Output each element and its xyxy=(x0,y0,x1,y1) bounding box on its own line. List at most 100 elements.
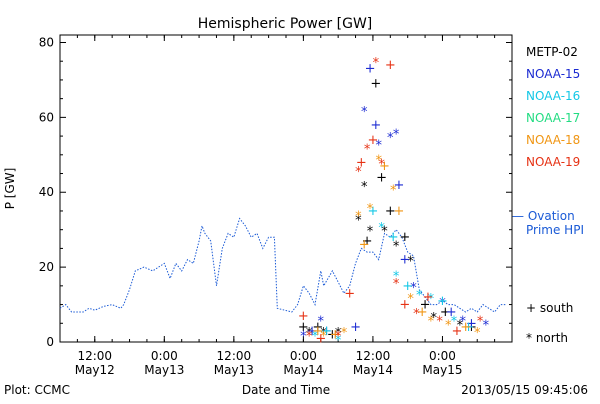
south-marker: + xyxy=(365,62,376,77)
north-marker: * xyxy=(451,315,458,330)
north-marker: * xyxy=(375,154,382,169)
north-marker: * xyxy=(428,315,435,330)
legend-entry: NOAA-18 xyxy=(526,133,580,147)
north-marker: * xyxy=(413,307,420,322)
ovation-series xyxy=(59,217,507,313)
north-marker: * xyxy=(483,318,490,333)
south-marker: + xyxy=(399,298,410,313)
y-tick-label: 60 xyxy=(39,110,54,124)
south-marker: + xyxy=(388,230,399,245)
plot-credit: Plot: CCMC xyxy=(4,383,70,397)
south-marker: + xyxy=(402,279,413,294)
south-marker: + xyxy=(423,290,434,305)
legend-ovation-cont: Prime HPI xyxy=(526,223,584,237)
north-marker: * xyxy=(306,330,313,345)
south-marker: + xyxy=(327,328,338,343)
north-marker: * xyxy=(364,142,371,157)
x-tick-date-label: May13 xyxy=(214,363,254,377)
south-marker: + xyxy=(344,286,355,301)
south-marker: + xyxy=(420,298,431,313)
south-marker: + xyxy=(379,159,390,174)
north-marker: * xyxy=(407,255,414,270)
south-marker: + xyxy=(446,305,457,320)
legend-symbol-north: * north xyxy=(526,331,568,345)
north-marker: * xyxy=(474,326,481,341)
south-marker: + xyxy=(356,155,367,170)
north-marker: * xyxy=(367,202,374,217)
legend-entry: NOAA-19 xyxy=(526,155,580,169)
x-tick-date-label: May14 xyxy=(353,363,393,377)
north-marker: * xyxy=(393,127,400,142)
x-tick-label: 12:00 xyxy=(356,349,391,363)
south-marker: + xyxy=(367,133,378,148)
south-marker: + xyxy=(451,324,462,339)
north-marker: * xyxy=(373,56,380,71)
north-marker: * xyxy=(361,105,368,120)
legend-symbol-south: + south xyxy=(526,301,573,315)
north-marker: * xyxy=(306,326,313,341)
south-marker: + xyxy=(394,204,405,219)
north-marker: * xyxy=(318,315,325,330)
north-marker: * xyxy=(439,296,446,311)
y-tick-label: 0 xyxy=(46,335,54,349)
south-marker: + xyxy=(362,234,373,249)
series-metp-02: +* +* +***+*++*+*+*+* +* + xyxy=(298,77,477,343)
north-marker: * xyxy=(410,281,417,296)
y-tick-label: 40 xyxy=(39,185,54,199)
south-marker: + xyxy=(307,324,318,339)
series-noaa-19: +* + *+*+*+**+*+*+*+* xyxy=(298,56,484,346)
legend-ovation: — Ovation xyxy=(512,209,575,223)
axes: 02040608012:00May120:00May1312:00May130:… xyxy=(39,34,513,377)
north-marker: * xyxy=(387,131,394,146)
south-marker: + xyxy=(321,324,332,339)
x-tick-label: 12:00 xyxy=(77,349,112,363)
south-marker: + xyxy=(312,320,323,335)
x-axis-label: Date and Time xyxy=(242,383,330,397)
north-marker: * xyxy=(416,288,423,303)
series-noaa-16: * +*+*+*+* * +* + xyxy=(312,204,474,348)
south-marker: + xyxy=(399,253,410,268)
x-tick-label: 0:00 xyxy=(429,349,456,363)
north-marker: * xyxy=(407,292,414,307)
north-marker: * xyxy=(361,180,368,195)
x-tick-date-label: May12 xyxy=(75,363,115,377)
north-marker: * xyxy=(375,139,382,154)
south-marker: + xyxy=(298,309,309,324)
north-marker: * xyxy=(381,225,388,240)
north-marker: * xyxy=(320,326,327,341)
x-tick-date-label: May15 xyxy=(422,363,462,377)
south-marker: + xyxy=(315,331,326,346)
south-marker: + xyxy=(385,58,396,73)
south-marker: + xyxy=(298,320,309,335)
north-marker: * xyxy=(436,315,443,330)
south-marker: + xyxy=(394,178,405,193)
south-marker: + xyxy=(440,305,451,320)
north-marker: * xyxy=(431,311,438,326)
north-marker: * xyxy=(300,330,307,345)
ovation-hpi-line xyxy=(59,217,507,313)
legend: METP-02 NOAA-15 NOAA-16 NOAA-17 NOAA-18 NOAA-… xyxy=(512,45,584,345)
south-marker: + xyxy=(367,204,378,219)
x-tick-label: 0:00 xyxy=(290,349,317,363)
north-marker: * xyxy=(459,315,466,330)
plot-timestamp: 2013/05/15 09:45:06 xyxy=(461,383,588,397)
south-marker: + xyxy=(376,170,387,185)
chart-title: Hemispheric Power [GW] xyxy=(198,16,373,32)
legend-entry: NOAA-16 xyxy=(526,89,580,103)
south-marker: + xyxy=(330,328,341,343)
south-marker: + xyxy=(466,320,477,335)
satellite-markers: +* +* +***+*++*+*+*+* +* +* +*+ +*++* * *++**+* +… xyxy=(298,56,490,348)
north-marker: * xyxy=(355,165,362,180)
north-marker: * xyxy=(335,330,342,345)
north-marker: * xyxy=(393,277,400,292)
south-marker: + xyxy=(437,294,448,309)
legend-entry: NOAA-17 xyxy=(526,111,580,125)
north-marker: * xyxy=(393,240,400,255)
north-marker: * xyxy=(341,326,348,341)
south-marker: + xyxy=(466,316,477,331)
south-marker: + xyxy=(463,320,474,335)
south-marker: + xyxy=(370,77,381,92)
north-marker: * xyxy=(335,333,342,348)
